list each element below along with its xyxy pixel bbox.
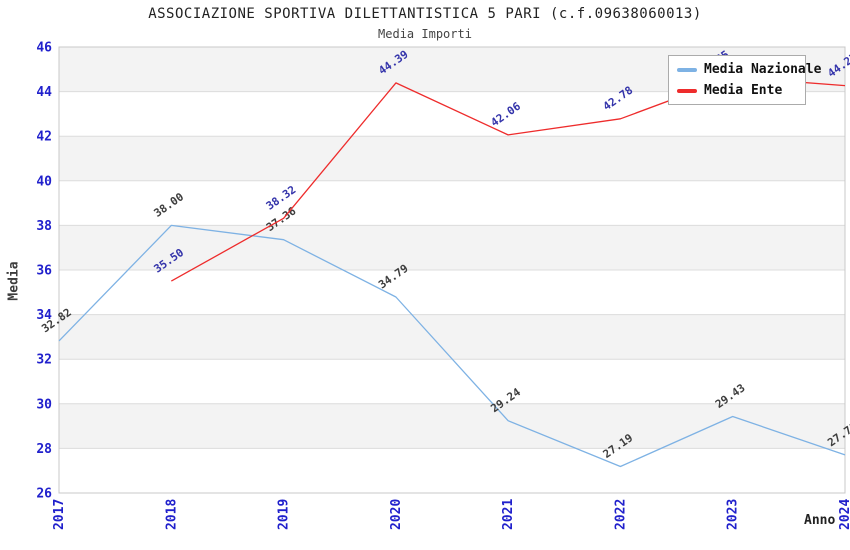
grid-band bbox=[59, 225, 845, 270]
grid-bands bbox=[59, 47, 845, 493]
grid-band bbox=[59, 403, 845, 449]
grid-band bbox=[59, 448, 845, 493]
y-tick-label: 34 bbox=[36, 308, 52, 323]
grid-band bbox=[59, 270, 845, 315]
x-tick-label: 2024 bbox=[838, 499, 850, 530]
x-tick-label: 2017 bbox=[52, 499, 67, 530]
grid-band bbox=[59, 359, 845, 404]
plot-border bbox=[58, 46, 846, 494]
y-tick-label: 46 bbox=[36, 41, 52, 56]
media-nazionale-line-swatch-icon bbox=[677, 67, 697, 72]
x-tick-labels: 2017 2018 2019 2020 2021 2022 2023 2024 bbox=[52, 499, 850, 530]
y-tick-label: 36 bbox=[36, 264, 52, 279]
y-tick-label: 30 bbox=[36, 397, 52, 412]
x-tick-label: 2019 bbox=[277, 499, 292, 530]
y-tick-label: 40 bbox=[36, 174, 52, 189]
chart-title: ASSOCIAZIONE SPORTIVA DILETTANTISTICA 5 … bbox=[148, 6, 702, 22]
legend-label: Media Ente bbox=[704, 83, 783, 98]
legend-item-media-ente: Media Ente bbox=[677, 83, 797, 98]
legend-label: Media Nazionale bbox=[704, 62, 822, 77]
y-tick-label: 26 bbox=[36, 487, 52, 502]
media-ente-line-swatch-icon bbox=[677, 88, 697, 93]
series-line-media-nazionale bbox=[58, 224, 846, 468]
grid-band bbox=[59, 136, 845, 181]
y-axis-title: Media bbox=[6, 261, 22, 301]
x-tick-label: 2018 bbox=[164, 499, 179, 530]
x-tick-label: 2020 bbox=[389, 499, 404, 530]
chart-subtitle: Media Importi bbox=[378, 27, 472, 41]
y-tick-label: 42 bbox=[36, 130, 52, 145]
x-tick-label: 2021 bbox=[501, 499, 516, 530]
y-tick-labels: 26 28 30 32 34 36 38 40 42 44 46 bbox=[36, 41, 52, 502]
x-tick-label: 2022 bbox=[613, 499, 628, 530]
grid-band bbox=[59, 180, 845, 226]
y-tick-label: 28 bbox=[36, 442, 52, 457]
legend-item-media-nazionale: Media Nazionale bbox=[677, 62, 821, 77]
y-tick-label: 38 bbox=[36, 219, 52, 234]
y-tick-label: 44 bbox=[36, 85, 52, 100]
x-tick-label: 2023 bbox=[726, 499, 741, 530]
x-axis-title: Anno bbox=[804, 513, 836, 528]
grid-band bbox=[59, 314, 845, 360]
y-tick-label: 32 bbox=[36, 353, 52, 368]
legend: Media Nazionale Media Ente bbox=[668, 55, 821, 105]
